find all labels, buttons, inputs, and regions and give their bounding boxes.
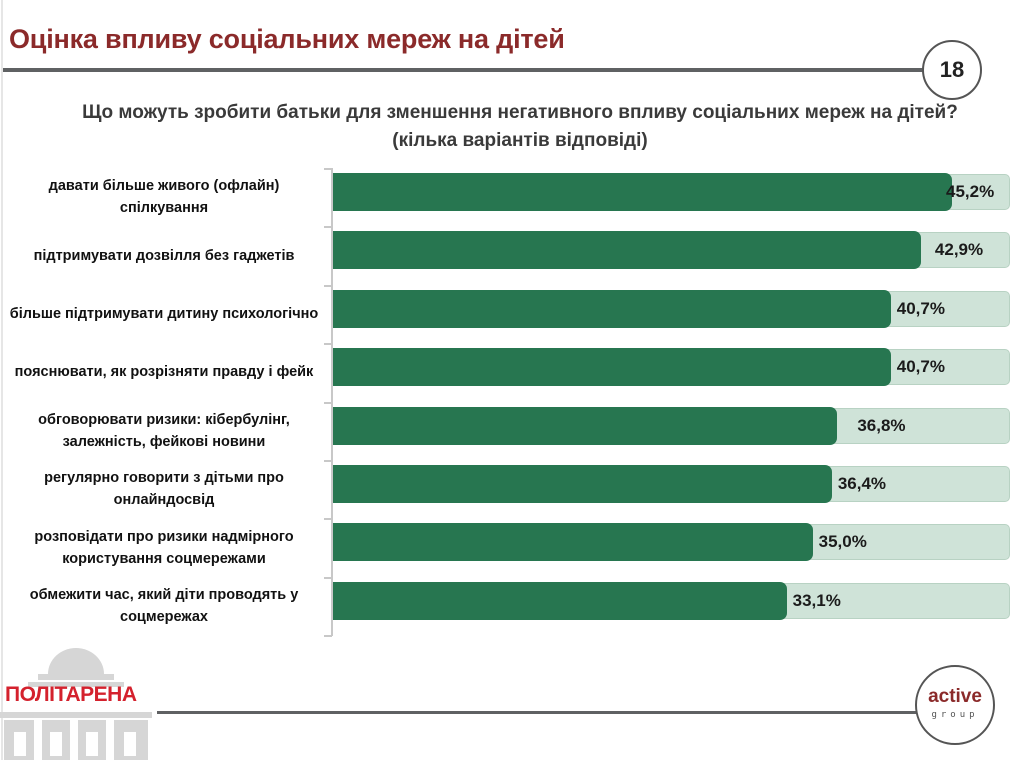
bar <box>333 523 813 562</box>
category-axis <box>331 168 333 637</box>
axis-tick <box>324 168 332 170</box>
bar <box>333 173 953 211</box>
bar <box>333 581 787 620</box>
bar <box>333 406 838 445</box>
page-title: Оцінка впливу соціальних мереж на дітей <box>9 24 565 54</box>
category-label: регулярно говорити з дітьми про онлайндо… <box>44 470 284 509</box>
data-label: 45,2% <box>946 182 995 201</box>
axis-tick <box>324 343 332 346</box>
data-label: 36,4% <box>837 474 887 493</box>
header-divider <box>3 68 923 72</box>
axis-tick <box>324 460 332 462</box>
category-label: підтримувати дозвілля без гаджетів <box>33 247 295 264</box>
category-label: більше підтримувати дитину психологічно <box>9 305 319 322</box>
axis-tick <box>324 401 332 404</box>
politarena-logo-text: ПОЛІТАРЕНА <box>5 683 137 706</box>
chart-title: Що можуть зробити батьки для зменшення н… <box>82 102 958 123</box>
data-label: 35,0% <box>818 532 867 552</box>
data-label: 40,7% <box>896 357 945 377</box>
politarena-building-logo <box>0 648 152 760</box>
bar <box>333 231 921 270</box>
bar <box>333 348 891 387</box>
category-label: обговорювати ризики: кібербулінг, залежн… <box>38 411 290 450</box>
chart-subtitle: (кілька варіантів відповіді) <box>392 130 648 151</box>
logo-active-word: active <box>928 686 982 707</box>
axis-tick <box>324 576 332 579</box>
footer-divider <box>157 711 919 714</box>
category-label: давати більше живого (офлайн) спілкуванн… <box>48 178 280 217</box>
category-label: пояснювати, як розрізняти правду і фейк <box>14 364 314 381</box>
axis-tick <box>324 518 332 521</box>
category-label: розповідати про ризики надмірного корист… <box>34 528 294 567</box>
page-number-badge: 18 <box>922 40 982 100</box>
active-group-logo: active group <box>915 665 995 745</box>
data-label: 42,9% <box>934 240 984 260</box>
data-label: 36,8% <box>857 415 906 435</box>
bar <box>333 465 832 503</box>
logo-group-word: group <box>931 710 979 720</box>
bar <box>333 289 891 328</box>
data-label: 33,1% <box>792 590 841 610</box>
axis-tick <box>324 284 332 287</box>
axis-tick <box>324 226 332 229</box>
data-label: 40,7% <box>896 298 945 318</box>
category-label: обмежити час, який діти проводять у соцм… <box>29 586 299 625</box>
axis-tick <box>324 635 332 638</box>
left-edge-line <box>1 0 3 760</box>
